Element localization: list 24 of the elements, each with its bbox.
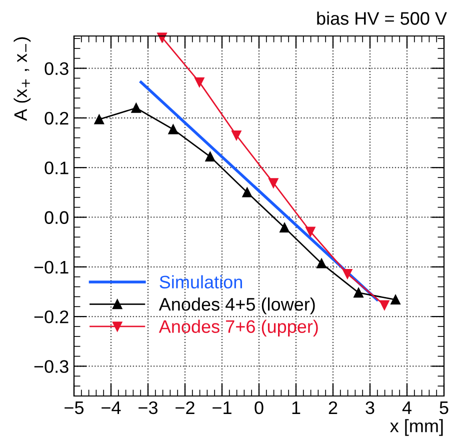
legend-label: Anodes 7+6 (upper) — [158, 320, 318, 337]
x-tick-label: 5 — [440, 402, 448, 414]
x-tick-label: −1 — [212, 402, 232, 414]
y-tick-label: 0.0 — [44, 211, 68, 224]
y-tick-label: 0.3 — [44, 62, 68, 75]
y-axis-title: A (x$_{+}$ , x$_{−}$) — [14, 37, 31, 121]
legend-label: Anodes 4+5 (lower) — [158, 297, 315, 314]
x-tick-label: 4 — [402, 402, 412, 414]
x-tick-label: 0 — [254, 401, 264, 414]
y-tick-label: 0.1 — [44, 162, 68, 174]
x-axis-title: x [mm] — [390, 419, 443, 436]
chart-title: bias HV = 500 V — [317, 12, 447, 25]
x-tick-label: 1 — [292, 402, 300, 414]
x-tick-label: 2 — [328, 401, 338, 414]
x-tick-label: 3 — [366, 401, 374, 414]
x-tick-label: −2 — [176, 401, 194, 414]
y-tick-label: −0.2 — [34, 310, 68, 324]
y-tick-label: −0.3 — [34, 360, 68, 373]
y-tick-label: 0.2 — [44, 112, 68, 125]
x-tick-label: −5 — [64, 402, 84, 414]
legend-label: Simulation — [160, 275, 242, 288]
x-tick-label: −4 — [102, 402, 121, 414]
x-tick-label: −3 — [138, 401, 158, 414]
y-tick-label: −0.1 — [34, 260, 68, 274]
